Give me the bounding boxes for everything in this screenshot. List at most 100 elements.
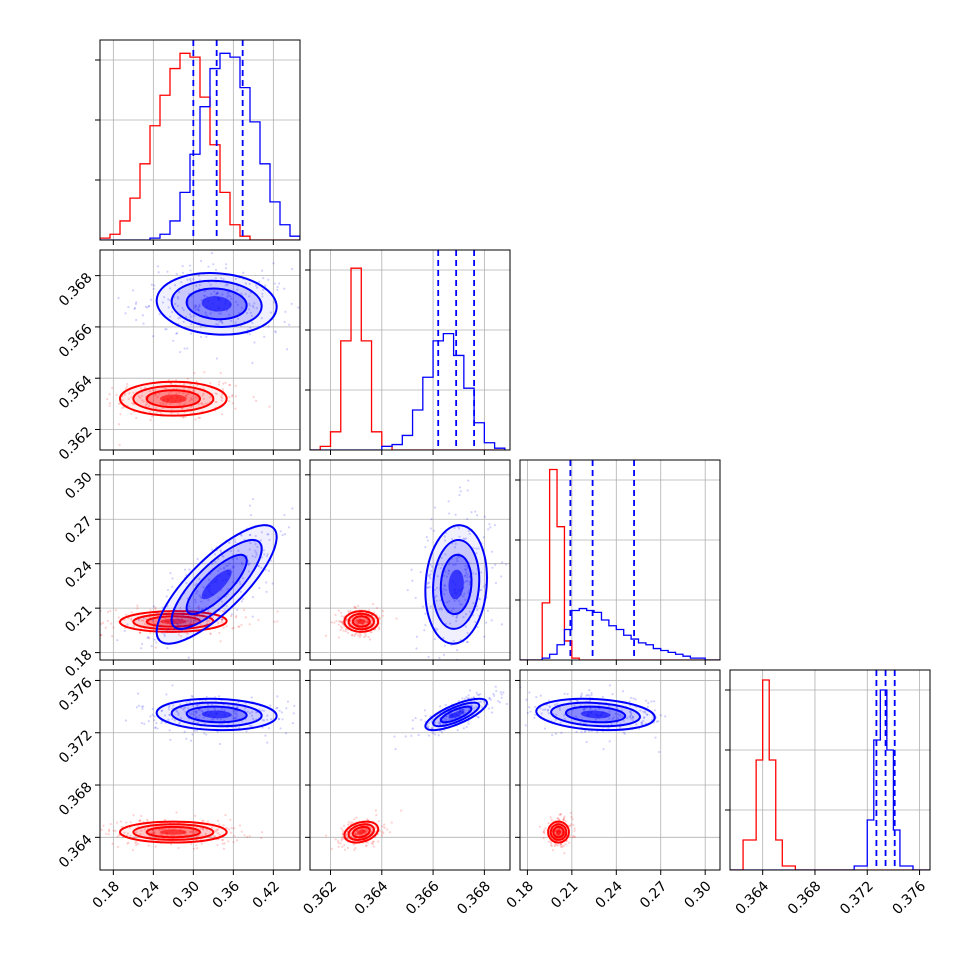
- blue-sample-point: [291, 267, 294, 271]
- red-sample-point: [230, 831, 233, 834]
- blue-sample-point: [126, 623, 129, 626]
- blue-sample-point: [653, 709, 657, 712]
- blue-sample-point: [614, 712, 617, 715]
- blue-sample-point: [221, 554, 224, 557]
- blue-sample-point: [447, 500, 450, 503]
- blue-sample-point: [233, 565, 236, 568]
- red-sample-point: [116, 835, 119, 838]
- blue-sample-point: [479, 700, 482, 703]
- blue-sample-point: [248, 562, 251, 565]
- red-sample-point: [120, 825, 123, 829]
- blue-sample-point: [574, 715, 578, 718]
- red-sample-point: [324, 834, 328, 837]
- red-sample-point: [152, 831, 155, 834]
- blue-sample-point: [429, 573, 432, 576]
- red-sample-point: [212, 834, 215, 837]
- red-sample-point: [147, 404, 151, 408]
- blue-sample-point: [234, 540, 237, 544]
- red-sample-point: [199, 623, 202, 626]
- blue-sample-point: [472, 601, 475, 605]
- blue-sample-point: [189, 279, 192, 283]
- blue-sample-point: [197, 309, 201, 312]
- y-tick-label: 0.30: [62, 469, 95, 502]
- blue-sample-point: [194, 716, 197, 719]
- blue-sample-point: [231, 566, 234, 569]
- blue-sample-point: [167, 706, 171, 709]
- blue-sample-point: [292, 712, 295, 715]
- blue-sample-point: [428, 585, 432, 589]
- red-sample-point: [163, 386, 166, 390]
- blue-sample-point: [177, 711, 180, 715]
- blue-sample-point: [500, 696, 503, 699]
- red-sample-point: [193, 372, 196, 375]
- blue-sample-point: [143, 722, 146, 725]
- red-sample-point: [342, 824, 346, 827]
- red-sample-point: [154, 606, 157, 609]
- red-sample-point: [243, 609, 246, 612]
- blue-sample-point: [194, 619, 197, 622]
- red-sample-point: [195, 830, 199, 834]
- red-sample-point: [132, 625, 135, 628]
- red-sample-point: [215, 830, 218, 833]
- blue-sample-point: [189, 269, 192, 272]
- blue-sample-point: [173, 719, 176, 722]
- red-sample-point: [98, 394, 100, 396]
- red-sample-point: [330, 847, 333, 850]
- blue-sample-point: [448, 512, 451, 515]
- blue-sample-point: [622, 731, 625, 734]
- red-sample-point: [388, 831, 391, 834]
- red-sample-point: [547, 822, 550, 825]
- red-sample-point: [218, 833, 221, 837]
- blue-sample-point: [303, 529, 305, 531]
- blue-sample-point: [588, 689, 591, 692]
- blue-sample-point: [211, 717, 214, 721]
- blue-sample-point: [594, 718, 598, 721]
- red-sample-point: [130, 617, 133, 620]
- blue-sample-point: [201, 710, 204, 713]
- red-sample-point: [232, 626, 235, 629]
- blue-sample-point: [239, 582, 242, 586]
- red-sample-point: [140, 829, 143, 832]
- red-contour: [160, 394, 187, 403]
- blue-sample-point: [147, 636, 150, 639]
- blue-sample-point: [194, 308, 197, 312]
- red-sample-point: [112, 626, 115, 629]
- y-tick-label: 0.372: [56, 727, 96, 767]
- blue-sample-point: [188, 701, 192, 704]
- red-sample-point: [220, 618, 224, 621]
- blue-sample-point: [242, 597, 245, 600]
- blue-sample-point: [215, 293, 218, 296]
- blue-sample-point: [466, 641, 469, 644]
- blue-sample-point: [254, 549, 257, 552]
- blue-sample-point: [500, 623, 504, 626]
- y-tick-label: 0.362: [56, 424, 96, 464]
- red-sample-point: [106, 610, 110, 614]
- blue-sample-point: [644, 711, 647, 715]
- blue-sample-point: [461, 708, 465, 711]
- blue-sample-point: [543, 727, 547, 730]
- blue-sample-point: [156, 265, 160, 268]
- blue-sample-point: [583, 708, 586, 711]
- blue-sample-point: [478, 598, 481, 601]
- red-sample-point: [175, 811, 178, 814]
- x-tick-label: 0.21: [548, 878, 581, 911]
- blue-contour: [448, 710, 464, 719]
- red-sample-point: [177, 633, 181, 636]
- red-sample-point: [350, 821, 353, 824]
- red-sample-point: [224, 814, 227, 817]
- red-sample-point: [543, 828, 546, 832]
- blue-sample-point: [204, 606, 208, 609]
- red-sample-point: [218, 631, 221, 634]
- blue-sample-point: [443, 535, 446, 538]
- blue-sample-point: [248, 533, 252, 537]
- blue-sample-point: [252, 306, 255, 309]
- blue-sample-point: [160, 722, 163, 725]
- red-sample-point: [355, 622, 358, 625]
- blue-sample-point: [174, 284, 177, 287]
- blue-sample-point: [476, 715, 480, 719]
- blue-sample-point: [440, 556, 443, 559]
- red-sample-point: [221, 388, 224, 391]
- red-sample-point: [330, 621, 334, 624]
- red-sample-point: [354, 833, 357, 836]
- red-sample-point: [542, 836, 545, 840]
